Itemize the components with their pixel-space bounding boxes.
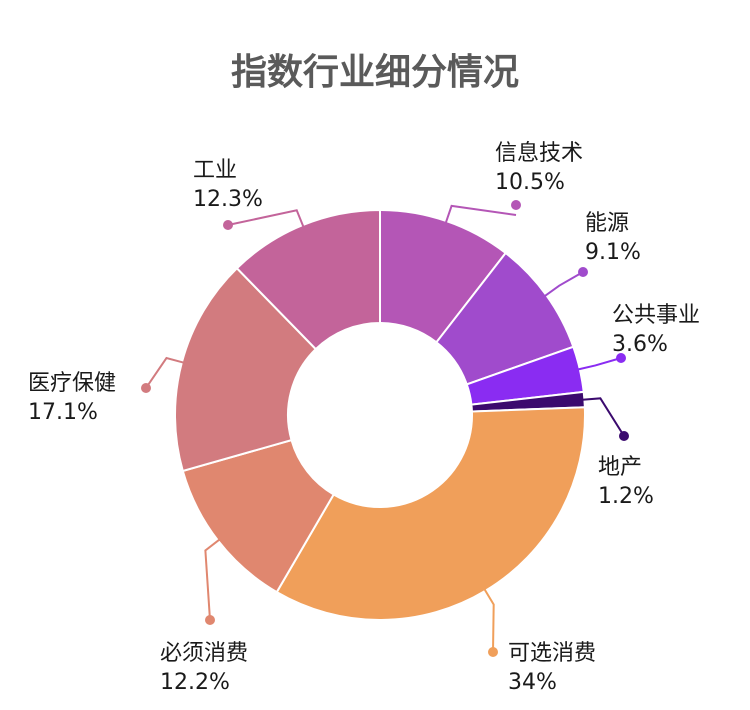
slice-value-0: 10.5% bbox=[495, 170, 565, 195]
slice-value-2: 3.6% bbox=[612, 332, 668, 357]
leader-lines-group bbox=[141, 200, 629, 657]
leader-dot-7 bbox=[223, 220, 233, 230]
leader-dot-0 bbox=[511, 200, 521, 210]
slice-label-4: 可选消费 bbox=[508, 641, 596, 666]
slice-label-1: 能源 bbox=[585, 211, 629, 236]
slice-label-0: 信息技术 bbox=[495, 141, 583, 166]
slice-label-6: 医疗保健 bbox=[28, 371, 116, 396]
slice-5 bbox=[181, 438, 336, 594]
slice-value-4: 34% bbox=[508, 670, 557, 695]
slice-value-1: 9.1% bbox=[585, 240, 641, 265]
leader-line-7 bbox=[227, 209, 305, 228]
slice-label-7: 工业 bbox=[193, 158, 237, 183]
leader-line-4 bbox=[483, 588, 495, 653]
leader-line-0 bbox=[444, 204, 517, 224]
slice-label-3: 地产 bbox=[598, 455, 642, 480]
slice-value-6: 17.1% bbox=[28, 400, 98, 425]
leader-dot-1 bbox=[578, 267, 588, 277]
leader-dot-5 bbox=[205, 615, 215, 625]
leader-dot-2 bbox=[616, 353, 626, 363]
slice-4 bbox=[275, 406, 586, 621]
slice-7 bbox=[235, 208, 381, 351]
chart-title: 指数行业细分情况 bbox=[231, 52, 519, 93]
slice-6 bbox=[174, 266, 318, 473]
leader-line-2 bbox=[577, 357, 622, 371]
slice-value-7: 12.3% bbox=[193, 187, 263, 212]
slice-value-5: 12.2% bbox=[160, 670, 230, 695]
leader-line-5 bbox=[204, 538, 221, 621]
slice-label-5: 必须消费 bbox=[160, 641, 248, 666]
leader-dot-6 bbox=[141, 383, 151, 393]
leader-line-3 bbox=[582, 397, 625, 437]
leader-line-1 bbox=[544, 271, 584, 298]
slice-label-2: 公共事业 bbox=[612, 303, 700, 328]
leader-dot-3 bbox=[619, 431, 629, 441]
slice-value-3: 1.2% bbox=[598, 484, 654, 509]
slices-group bbox=[174, 208, 586, 621]
leader-dot-4 bbox=[488, 647, 498, 657]
labels-group: 信息技术 10.5% 能源 9.1% 公共事业 3.6% 地产 1.2% 可选消费 34% 必须消费… bbox=[28, 141, 700, 695]
leader-line-6 bbox=[145, 356, 185, 389]
